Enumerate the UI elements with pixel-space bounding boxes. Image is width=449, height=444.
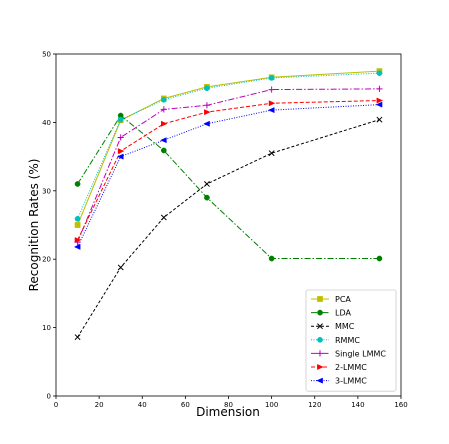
data-point — [376, 97, 384, 104]
legend-item: 2-LMMC — [311, 363, 367, 372]
y-axis-label: Recognition Rates (%) — [27, 159, 41, 292]
series-line — [77, 104, 380, 248]
legend-marker — [317, 309, 323, 316]
data-point — [268, 100, 276, 107]
legend-label: LDA — [335, 309, 351, 318]
data-point — [375, 101, 383, 108]
data-point — [203, 102, 211, 109]
data-point — [74, 181, 81, 187]
data-point — [268, 255, 275, 262]
x-axis-label: Dimension — [196, 405, 260, 419]
x-tick-label: 40 — [138, 401, 147, 409]
data-point — [376, 116, 383, 123]
data-point — [203, 181, 210, 187]
series-3-lmmc — [73, 101, 383, 250]
legend-item: RMMC — [311, 336, 360, 345]
data-point — [74, 215, 81, 222]
data-point — [376, 70, 383, 77]
data-point — [160, 106, 167, 113]
series-rmmc — [74, 70, 383, 222]
legend-label: MMC — [335, 322, 355, 331]
data-point — [117, 148, 125, 155]
legend-item: LDA — [311, 309, 351, 318]
legend-label: PCA — [335, 295, 351, 304]
data-point — [268, 150, 275, 157]
data-point — [73, 243, 81, 250]
data-point — [160, 137, 167, 144]
data-point — [204, 85, 210, 92]
legend-marker — [316, 350, 324, 357]
legend-box — [305, 289, 397, 392]
data-point — [74, 222, 81, 228]
legend-marker — [317, 336, 323, 343]
data-point — [268, 86, 275, 93]
data-point — [116, 153, 124, 160]
series-single-lmmc — [74, 85, 383, 246]
data-point — [117, 116, 124, 123]
series-mmc — [74, 116, 383, 341]
series-line — [77, 119, 380, 338]
series-line — [77, 114, 380, 260]
data-point — [160, 120, 168, 127]
data-point — [376, 85, 383, 92]
plot-marks — [73, 68, 384, 341]
x-tick-label: 160 — [394, 401, 407, 409]
legend-item: 3-LMMC — [311, 377, 367, 386]
data-point — [74, 237, 82, 244]
y-tick-label: 30 — [42, 187, 51, 195]
series-line — [77, 72, 380, 220]
legend-item: Single LMMC — [311, 349, 386, 358]
legend-marker — [317, 323, 323, 330]
legend: PCA LDA MMC RMMC Single LMMC 2-LMMC 3-LMMC — [305, 289, 397, 392]
legend-label: 3-LMMC — [335, 377, 367, 386]
data-point — [160, 214, 167, 221]
data-point — [117, 134, 124, 141]
data-point — [204, 109, 211, 116]
y-tick-label: 50 — [42, 51, 51, 59]
series-2-lmmc — [74, 97, 384, 244]
legend-label: RMMC — [335, 336, 360, 345]
x-tick-label: 120 — [308, 401, 321, 409]
series-lda — [74, 112, 383, 262]
x-tick-label: 20 — [95, 401, 104, 409]
legend-marker — [317, 364, 324, 370]
legend-label: 2-LMMC — [335, 363, 367, 372]
y-tick-label: 10 — [42, 324, 51, 332]
data-point — [160, 96, 167, 103]
x-tick-label: 100 — [265, 401, 278, 409]
x-tick-label: 0 — [54, 401, 58, 409]
legend-marker — [317, 296, 323, 302]
series-line — [77, 70, 380, 226]
legend-label: Single LMMC — [335, 349, 386, 358]
series-line — [77, 100, 380, 241]
data-point — [74, 334, 81, 341]
data-point — [203, 120, 210, 127]
y-tick-label: 0 — [47, 393, 51, 401]
data-point — [204, 194, 210, 201]
data-point — [267, 107, 275, 114]
legend-marker — [316, 377, 323, 384]
data-point — [268, 75, 275, 81]
data-point — [117, 264, 124, 271]
legend-item: MMC — [311, 322, 355, 331]
y-tick-label: 20 — [42, 256, 51, 264]
data-point — [160, 147, 167, 154]
legend-item: PCA — [311, 295, 351, 304]
series-line — [77, 88, 380, 243]
data-point — [376, 255, 383, 262]
x-tick-label: 60 — [181, 401, 190, 409]
y-tick-label: 40 — [42, 119, 51, 127]
x-tick-label: 80 — [224, 401, 233, 409]
axis-ticks: 0 20 40 60 80 100 120 140 160 0 10 20 30 40 50 — [42, 51, 408, 410]
x-tick-label: 140 — [351, 401, 364, 409]
